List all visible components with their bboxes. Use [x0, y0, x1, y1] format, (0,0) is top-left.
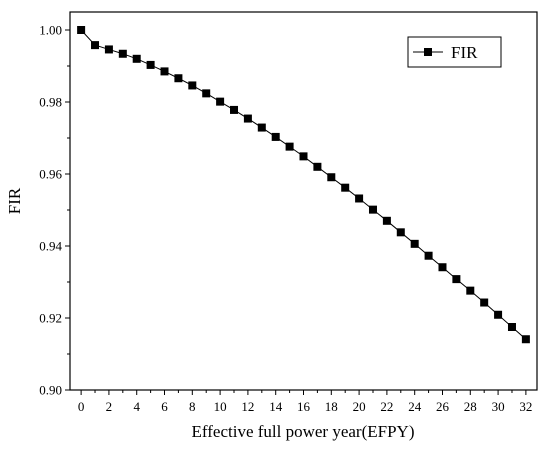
y-tick-label: 0.98: [39, 95, 62, 110]
data-point: [368, 205, 377, 214]
y-tick-label: 1.00: [39, 23, 62, 38]
data-point: [452, 275, 461, 284]
series-layer: [77, 26, 530, 344]
data-point: [132, 54, 141, 63]
data-point: [410, 239, 419, 248]
x-tick-label: 14: [269, 399, 283, 414]
data-point: [327, 173, 336, 182]
x-tick-label: 6: [161, 399, 168, 414]
data-point: [91, 41, 100, 50]
x-tick-label: 2: [106, 399, 113, 414]
x-axis-title: Effective full power year(EFPY): [192, 422, 415, 441]
legend: FIR: [407, 36, 502, 68]
series-line: [80, 29, 527, 340]
data-point: [507, 323, 516, 331]
y-axis-title: FIR: [5, 187, 24, 214]
y-axis: 0.90 0.92 0.94 0.96 0.98 1.00: [39, 23, 70, 398]
data-point: [243, 114, 252, 123]
x-tick-label: 26: [436, 399, 450, 414]
x-tick-label: 18: [325, 399, 338, 414]
data-point: [216, 97, 225, 106]
data-point: [230, 105, 239, 114]
data-point: [494, 310, 503, 319]
plot-frame: [69, 11, 538, 391]
data-point: [355, 194, 364, 203]
data-point: [521, 335, 530, 344]
data-point: [160, 67, 169, 76]
y-tick-label: 0.90: [39, 383, 62, 398]
y-tick-label: 0.94: [39, 239, 62, 254]
y-tick-label: 0.92: [39, 311, 62, 326]
x-tick-label: 10: [214, 399, 227, 414]
x-tick-label: 20: [353, 399, 366, 414]
data-point: [118, 49, 127, 58]
data-point: [285, 142, 294, 151]
data-point: [396, 228, 405, 237]
data-point: [188, 81, 197, 90]
y-tick-label: 0.96: [39, 167, 62, 182]
data-point: [202, 89, 211, 98]
x-tick-label: 0: [78, 399, 85, 414]
data-point: [146, 60, 155, 69]
x-tick-label: 4: [133, 399, 140, 414]
data-point: [77, 26, 86, 34]
data-point: [271, 132, 280, 141]
legend-marker: [424, 48, 432, 56]
data-point: [466, 286, 475, 295]
legend-label: FIR: [451, 43, 478, 62]
x-tick-label: 22: [380, 399, 393, 414]
data-point: [313, 162, 322, 171]
x-tick-label: 28: [464, 399, 477, 414]
x-tick-label: 8: [189, 399, 196, 414]
data-point: [174, 74, 183, 83]
data-point: [104, 45, 113, 54]
x-tick-label: 32: [519, 399, 532, 414]
x-tick-label: 30: [492, 399, 505, 414]
x-axis: 0 2 4 6 8 10 12 14 16 18 20 22 24 26 28 30 32: [78, 390, 532, 414]
data-point: [382, 216, 391, 225]
data-point: [424, 251, 433, 260]
data-point: [438, 263, 447, 272]
data-point: [257, 123, 266, 132]
data-point: [341, 183, 350, 192]
x-tick-label: 24: [408, 399, 422, 414]
x-tick-label: 12: [241, 399, 254, 414]
data-point: [480, 298, 489, 307]
data-point: [299, 152, 308, 161]
x-tick-label: 16: [297, 399, 311, 414]
